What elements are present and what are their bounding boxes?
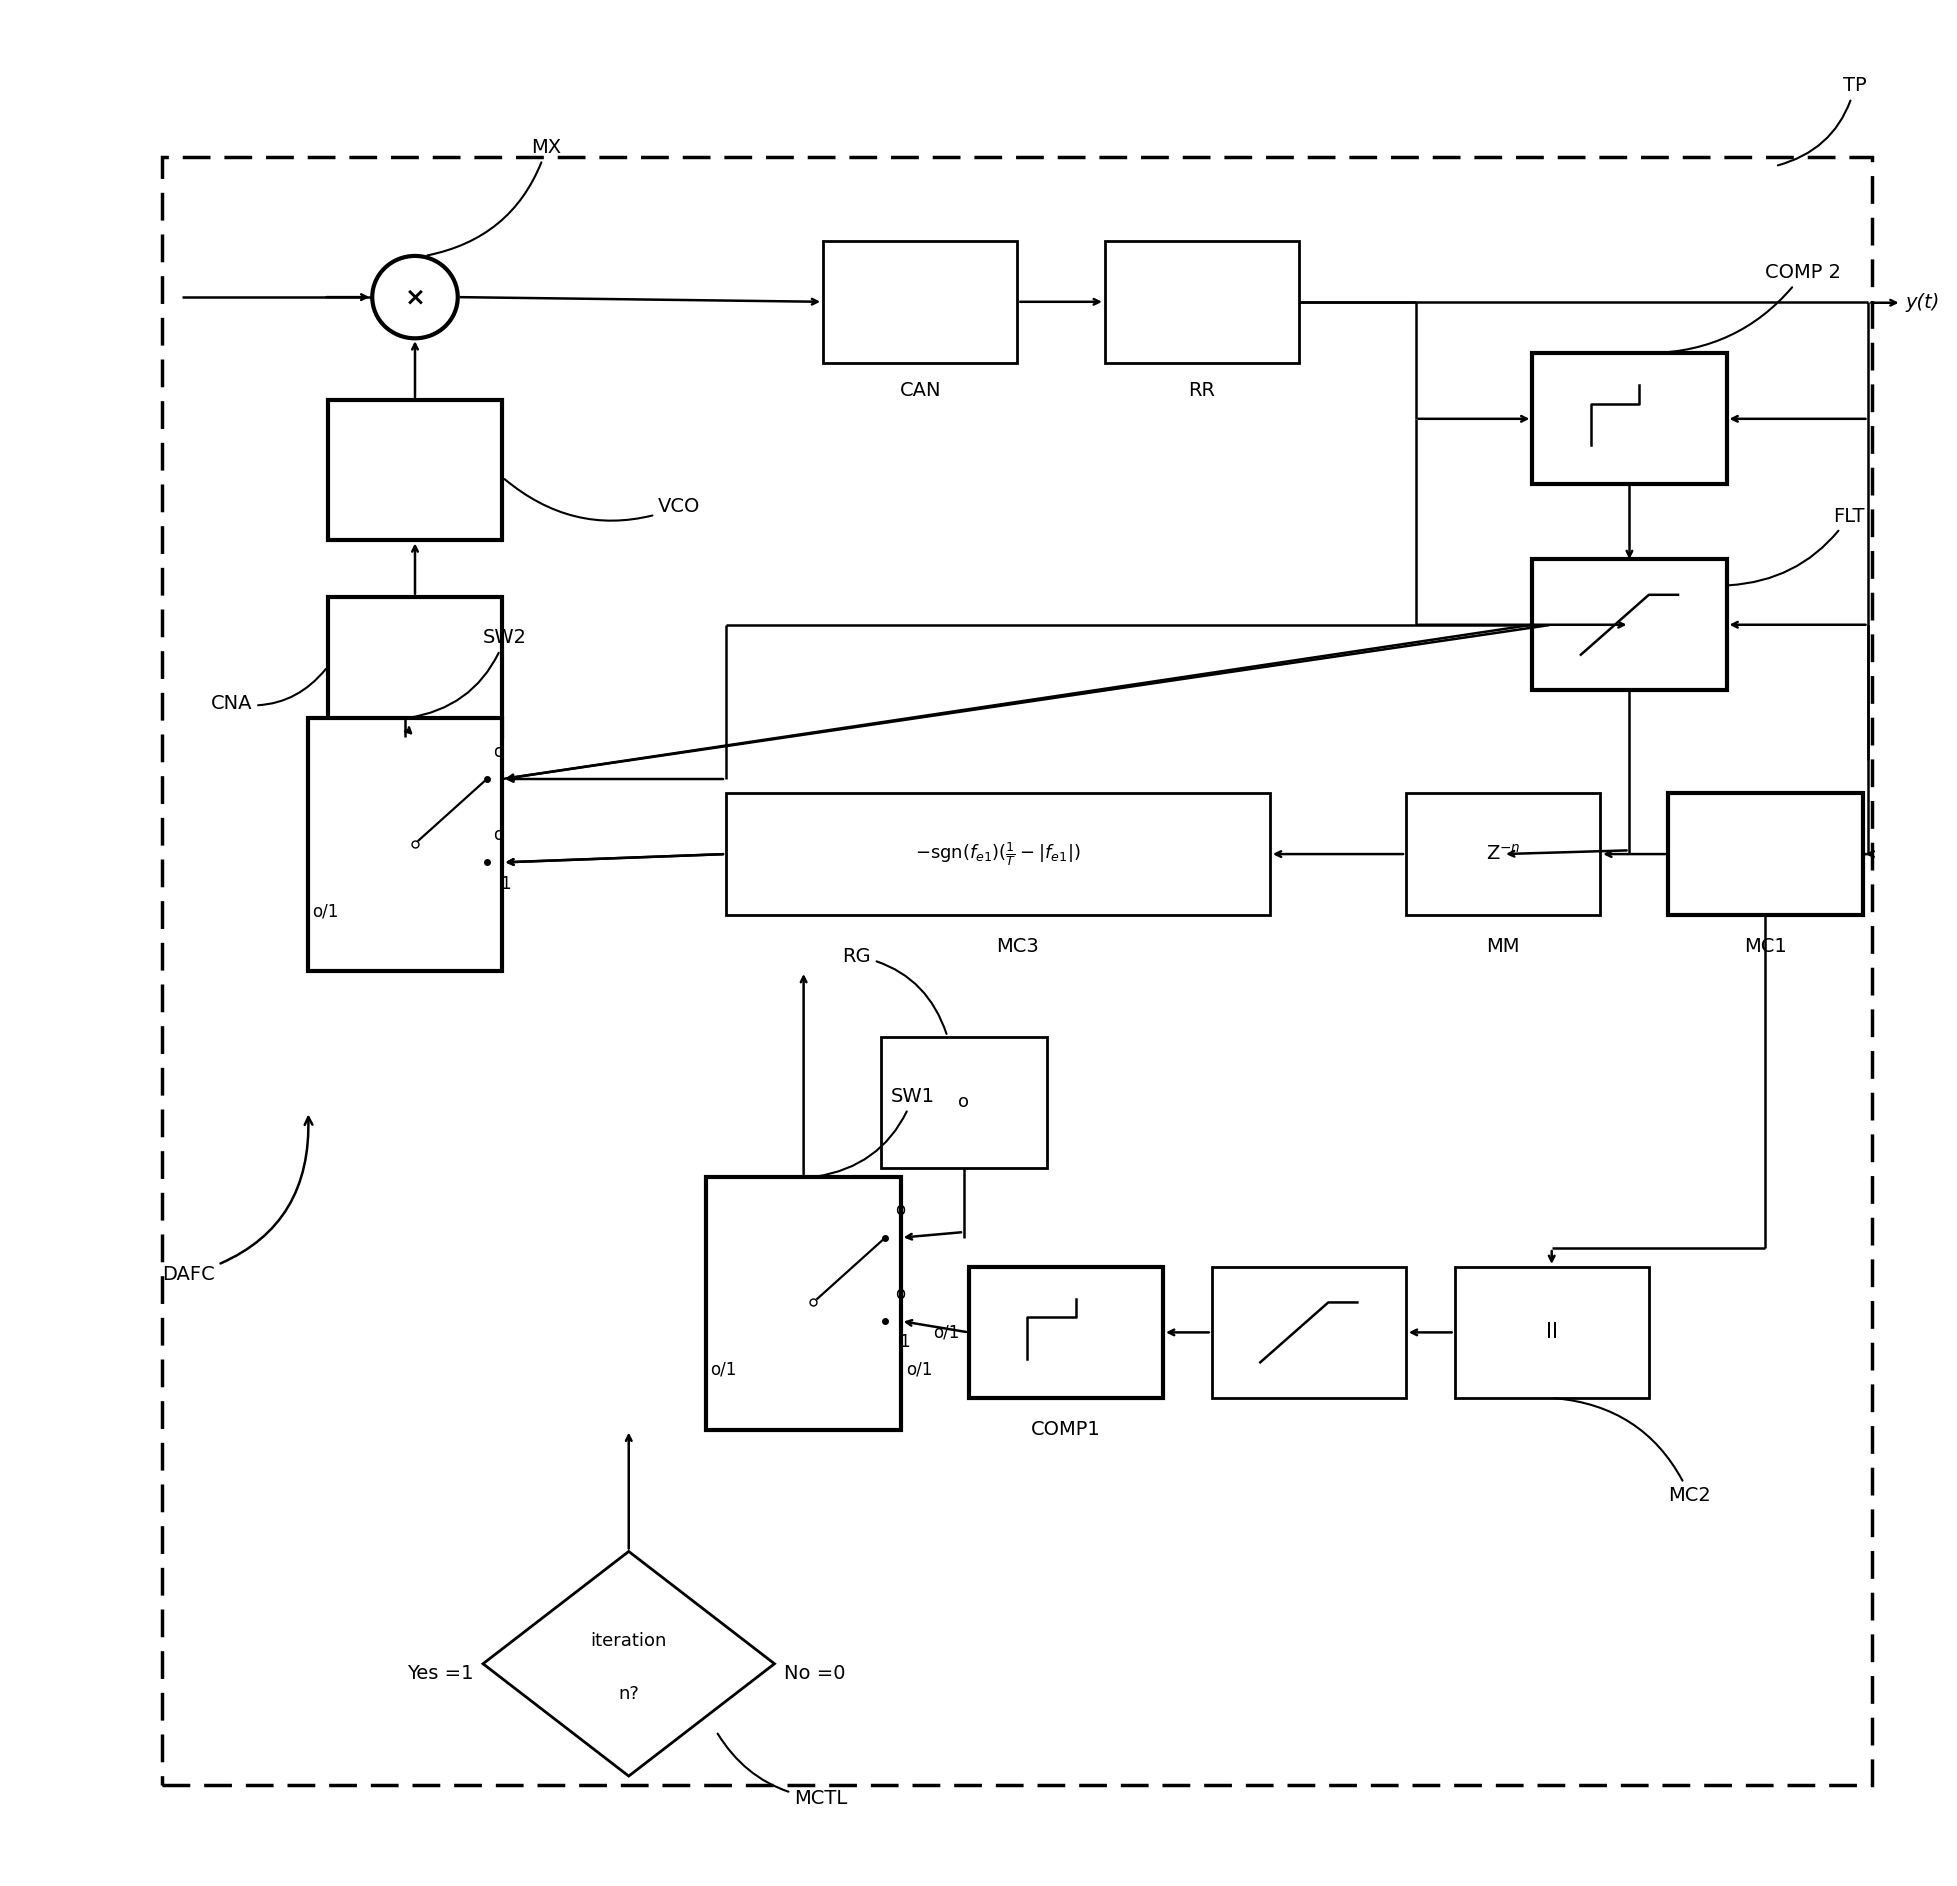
- Text: CAN: CAN: [900, 381, 941, 400]
- Text: II: II: [1546, 1322, 1558, 1343]
- Text: 1: 1: [501, 875, 511, 892]
- Text: Z$^{-n}$: Z$^{-n}$: [1485, 845, 1521, 864]
- FancyBboxPatch shape: [327, 596, 503, 737]
- FancyBboxPatch shape: [1667, 794, 1863, 915]
- Text: No =0: No =0: [785, 1663, 845, 1682]
- Text: RR: RR: [1188, 381, 1215, 400]
- Text: o/1: o/1: [906, 1362, 933, 1379]
- Text: n?: n?: [618, 1684, 640, 1703]
- FancyBboxPatch shape: [726, 794, 1270, 915]
- Text: VCO: VCO: [505, 479, 701, 521]
- Text: o/1: o/1: [933, 1324, 959, 1341]
- Text: CNA: CNA: [211, 670, 325, 713]
- Text: MC2: MC2: [1554, 1398, 1710, 1505]
- FancyBboxPatch shape: [1405, 794, 1601, 915]
- Text: TP: TP: [1777, 75, 1867, 166]
- Circle shape: [372, 256, 458, 338]
- FancyBboxPatch shape: [1454, 1267, 1650, 1398]
- Text: SW1: SW1: [816, 1086, 935, 1177]
- Text: COMP 2: COMP 2: [1652, 264, 1842, 353]
- Polygon shape: [483, 1552, 775, 1777]
- FancyBboxPatch shape: [1532, 560, 1726, 690]
- Text: iteration: iteration: [591, 1631, 667, 1650]
- Text: FLT: FLT: [1730, 507, 1865, 585]
- Text: MCTL: MCTL: [718, 1733, 847, 1809]
- FancyBboxPatch shape: [307, 719, 503, 971]
- Text: MC1: MC1: [1744, 937, 1787, 956]
- Text: RG: RG: [842, 947, 947, 1034]
- FancyBboxPatch shape: [706, 1177, 900, 1430]
- Text: o: o: [493, 743, 503, 760]
- Text: o: o: [894, 1201, 904, 1218]
- Text: MX: MX: [427, 138, 562, 255]
- FancyBboxPatch shape: [881, 1037, 1047, 1167]
- Text: Yes =1: Yes =1: [407, 1663, 474, 1682]
- Text: MC3: MC3: [996, 937, 1039, 956]
- Text: o/1: o/1: [710, 1362, 736, 1379]
- Text: o: o: [894, 1284, 904, 1303]
- Text: ×: ×: [405, 285, 425, 309]
- Text: DAFC: DAFC: [162, 1117, 313, 1284]
- Bar: [162, 157, 1873, 1786]
- Text: o: o: [959, 1094, 969, 1111]
- Text: o/1: o/1: [311, 902, 339, 920]
- FancyBboxPatch shape: [1532, 353, 1726, 485]
- Text: COMP1: COMP1: [1031, 1420, 1102, 1439]
- FancyBboxPatch shape: [1106, 241, 1299, 362]
- Text: y(t): y(t): [1906, 292, 1939, 313]
- Text: SW2: SW2: [407, 628, 526, 719]
- FancyBboxPatch shape: [1211, 1267, 1405, 1398]
- FancyBboxPatch shape: [969, 1267, 1162, 1398]
- FancyBboxPatch shape: [824, 241, 1018, 362]
- FancyBboxPatch shape: [327, 400, 503, 541]
- Text: o: o: [493, 826, 503, 843]
- Text: 1: 1: [898, 1333, 910, 1350]
- Text: MM: MM: [1487, 937, 1521, 956]
- Text: $-\mathrm{sgn}(f_{e1})(\frac{1}{T}-|f_{e1}|)$: $-\mathrm{sgn}(f_{e1})(\frac{1}{T}-|f_{e…: [916, 839, 1080, 868]
